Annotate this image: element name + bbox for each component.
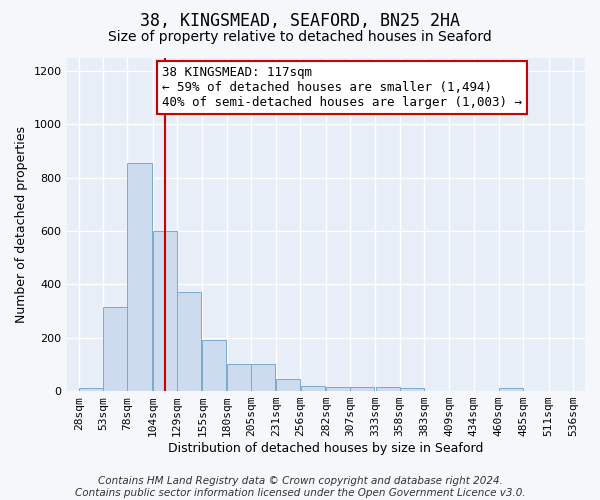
Bar — [79, 388, 103, 391]
Bar — [301, 386, 325, 391]
Bar — [153, 231, 177, 391]
Text: 38 KINGSMEAD: 117sqm
← 59% of detached houses are smaller (1,494)
40% of semi-de: 38 KINGSMEAD: 117sqm ← 59% of detached h… — [163, 66, 523, 108]
Bar — [127, 163, 152, 391]
Bar — [103, 307, 127, 391]
Text: Size of property relative to detached houses in Seaford: Size of property relative to detached ho… — [108, 30, 492, 44]
Bar — [350, 387, 374, 391]
Bar — [277, 379, 301, 391]
Text: Contains HM Land Registry data © Crown copyright and database right 2024.
Contai: Contains HM Land Registry data © Crown c… — [74, 476, 526, 498]
Bar — [202, 340, 226, 391]
Y-axis label: Number of detached properties: Number of detached properties — [15, 126, 28, 323]
Bar — [499, 388, 523, 391]
Bar — [227, 364, 251, 391]
Bar — [400, 388, 424, 391]
Bar — [177, 292, 201, 391]
Text: 38, KINGSMEAD, SEAFORD, BN25 2HA: 38, KINGSMEAD, SEAFORD, BN25 2HA — [140, 12, 460, 30]
Bar — [326, 387, 350, 391]
Bar — [376, 387, 400, 391]
X-axis label: Distribution of detached houses by size in Seaford: Distribution of detached houses by size … — [168, 442, 484, 455]
Bar — [251, 364, 275, 391]
